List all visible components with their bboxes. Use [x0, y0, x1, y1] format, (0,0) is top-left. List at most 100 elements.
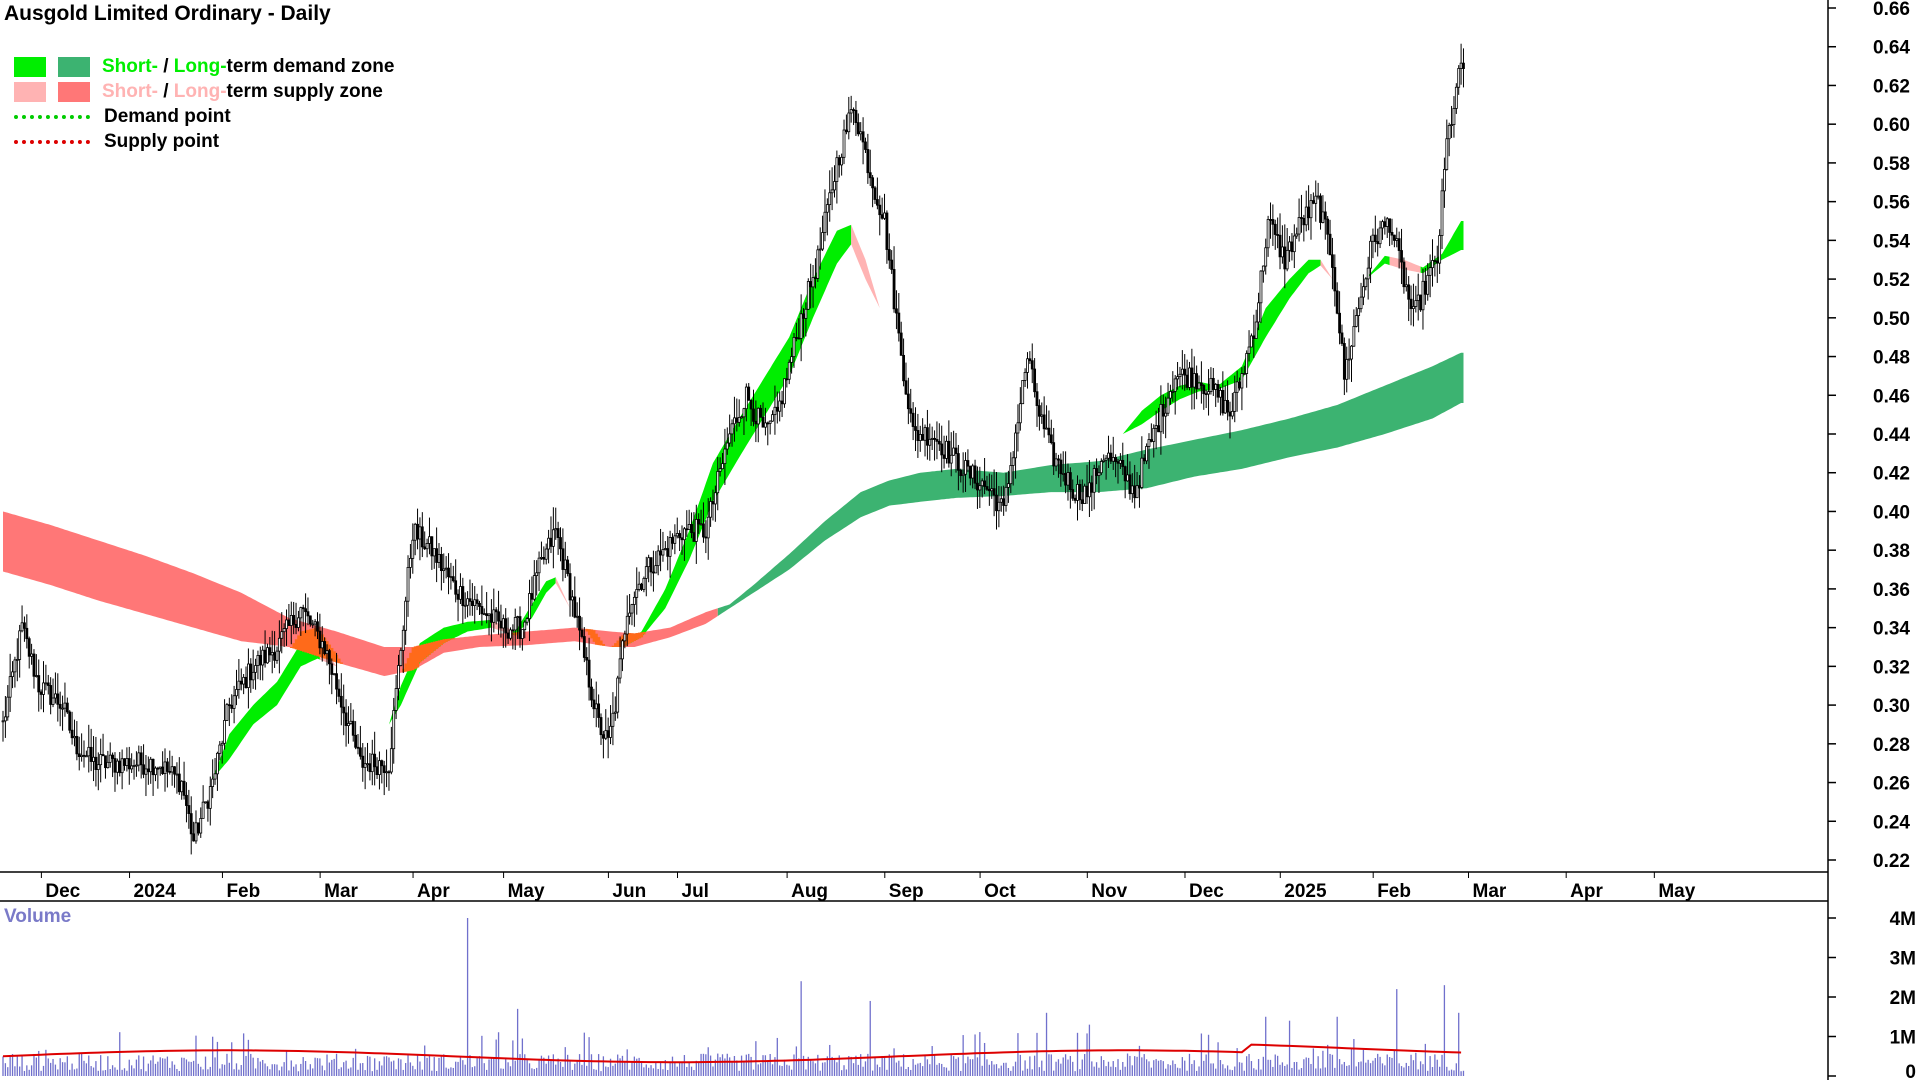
price-bar-body — [1040, 414, 1044, 417]
price-bar-body — [666, 548, 670, 557]
price-bar-body — [1195, 373, 1199, 390]
x-tick-label: Mar — [1473, 881, 1507, 902]
price-bar-body — [1073, 497, 1077, 501]
price-bar-body — [1123, 466, 1127, 482]
price-bar-body — [735, 417, 739, 423]
price-bar-body — [1392, 234, 1396, 241]
price-bar-body — [1076, 484, 1079, 501]
price-bar-body — [1292, 235, 1296, 253]
price-bar-body — [606, 730, 610, 738]
price-bar-body — [473, 599, 477, 606]
price-bar-body — [1185, 374, 1189, 388]
price-bar-body — [1052, 442, 1056, 467]
price-bar-body — [1333, 267, 1337, 292]
overlap-zone-segment — [316, 627, 320, 657]
price-bar-body — [428, 536, 431, 544]
price-bar-body — [1166, 397, 1170, 414]
price-bar-body — [1381, 221, 1384, 229]
legend-supply-long: Long- — [173, 81, 227, 102]
price-bar-body — [1285, 249, 1289, 270]
price-bar-body — [747, 386, 751, 401]
price-bar-body — [1026, 358, 1029, 373]
price-bar-body — [995, 494, 998, 512]
price-bar-body — [530, 593, 534, 600]
price-bar-body — [1376, 241, 1380, 245]
price-bar-body — [704, 536, 708, 539]
overlap-zone-segment — [433, 641, 436, 651]
price-bar-body — [749, 399, 753, 410]
price-bar-body — [990, 488, 994, 492]
price-bar-body — [227, 704, 231, 707]
x-tick-label: Oct — [984, 881, 1016, 902]
price-bar-body — [854, 109, 858, 123]
price-bar-body — [1197, 382, 1201, 390]
x-tick-label: Feb — [1377, 881, 1411, 902]
price-bar-body — [499, 620, 503, 629]
volume-tick-label: 2M — [1890, 988, 1916, 1009]
volume-tick-label: 0 — [1905, 1062, 1916, 1080]
price-bar-body — [1400, 250, 1403, 263]
overlap-zone-segment — [616, 640, 620, 647]
price-bar-body — [1202, 385, 1206, 395]
price-tick-label: 0.28 — [1873, 735, 1910, 756]
price-bar-body — [928, 438, 932, 446]
price-tick-label: 0.38 — [1873, 541, 1910, 562]
price-bar-body — [1092, 468, 1096, 493]
price-bar-body — [1047, 427, 1051, 436]
price-bar-body — [601, 734, 605, 739]
legend-demand-point-label: Demand point — [104, 106, 231, 127]
price-bar-body — [1273, 223, 1277, 235]
price-bar-body — [523, 621, 527, 630]
short-term-zone-segment — [1058, 259, 1321, 448]
price-bar-body — [554, 528, 558, 531]
price-bar-body — [330, 663, 334, 675]
overlap-zone-segment — [452, 638, 455, 640]
price-bar-body — [1238, 381, 1241, 389]
price-bar-body — [1142, 457, 1146, 462]
price-bar-body — [694, 519, 698, 542]
price-bar-body — [218, 744, 222, 754]
price-bar-body — [187, 805, 191, 814]
overlap-zone-segment — [418, 645, 422, 663]
price-bar-body — [328, 650, 331, 665]
price-bar-body — [918, 434, 922, 441]
price-bar-body — [814, 277, 817, 280]
price-bar-body — [1209, 377, 1213, 392]
price-bar-body — [373, 753, 377, 768]
price-bar-body — [204, 801, 207, 804]
price-bar-body — [475, 599, 479, 604]
price-bar-body — [1390, 231, 1394, 236]
price-tick-label: 0.40 — [1873, 502, 1910, 523]
price-bar-body — [759, 407, 763, 418]
price-bar-body — [30, 653, 33, 657]
price-bar-body — [132, 765, 136, 767]
price-bar-body — [690, 524, 693, 534]
price-bar-body — [1388, 218, 1392, 233]
price-bar-body — [954, 447, 958, 454]
price-bar-body — [1066, 472, 1070, 486]
price-bar-body — [23, 622, 26, 629]
volume-label: Volume — [4, 906, 72, 927]
price-bar-body — [1252, 335, 1256, 339]
price-bar-body — [1138, 485, 1141, 488]
price-bar-body — [830, 189, 834, 194]
x-tick-label: 2025 — [1284, 881, 1327, 902]
price-bar-body — [556, 528, 560, 538]
price-bar-body — [1426, 274, 1430, 295]
price-bar-body — [611, 712, 615, 727]
price-bar-body — [1099, 461, 1103, 474]
price-bar-body — [1133, 485, 1137, 499]
price-bar-body — [256, 655, 260, 666]
price-bar-body — [294, 623, 298, 628]
price-bar-body — [1435, 260, 1439, 264]
price-bar-body — [375, 766, 379, 776]
price-bar-body — [818, 248, 822, 251]
price-bar-body — [1288, 241, 1291, 251]
price-bar-body — [137, 752, 141, 766]
price-bar-body — [25, 627, 29, 640]
overlap-zone-segment — [337, 658, 341, 664]
price-bar-body — [771, 414, 774, 422]
price-bar-body — [525, 618, 529, 623]
price-bar-body — [535, 572, 539, 576]
price-bar-body — [1078, 484, 1082, 501]
